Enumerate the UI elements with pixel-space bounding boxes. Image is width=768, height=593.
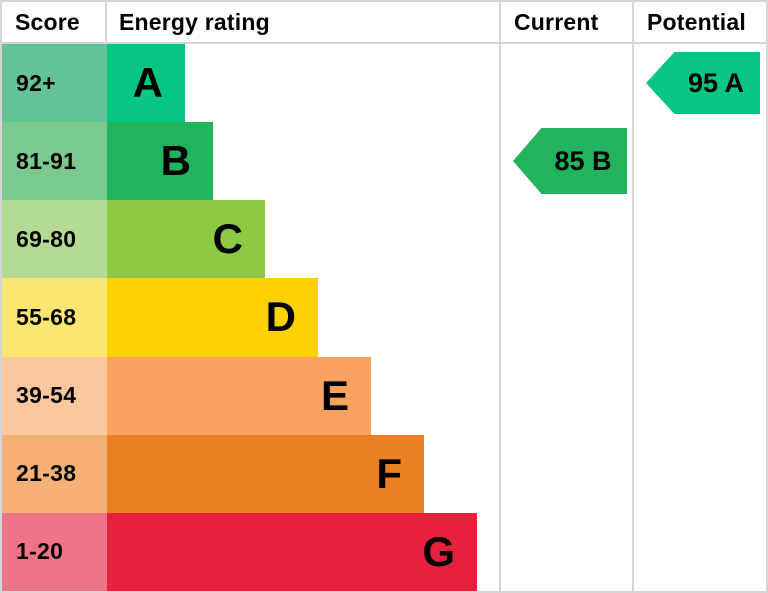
score-range-cell: 39-54 xyxy=(2,356,107,435)
potential-rating-label: 95 A xyxy=(687,67,745,98)
band-row: 69-80 C xyxy=(2,200,766,279)
score-range-label: 1-20 xyxy=(16,538,64,565)
score-range-cell: 21-38 xyxy=(2,434,107,513)
band-rows: 92+ A 81-91 B 69-80 C 55-68 D 39-54 E xyxy=(2,44,766,591)
score-range-label: 92+ xyxy=(16,69,56,96)
current-rating-label: 85 B xyxy=(554,145,612,176)
rating-bar: C xyxy=(107,200,265,279)
rating-bar: G xyxy=(107,512,477,591)
header-current: Current xyxy=(501,2,634,42)
score-range-label: 21-38 xyxy=(16,460,77,487)
band-row: 92+ A xyxy=(2,44,766,123)
rating-letter: E xyxy=(320,371,349,419)
rating-bar: F xyxy=(107,434,424,513)
band-row: 55-68 D xyxy=(2,278,766,357)
gridline-current-potential xyxy=(632,2,634,591)
rating-letter: D xyxy=(265,293,296,341)
band-row: 1-20 G xyxy=(2,512,766,591)
rating-bar: B xyxy=(107,122,213,201)
score-range-cell: 81-91 xyxy=(2,122,107,201)
score-range-label: 55-68 xyxy=(16,303,77,330)
rating-letter: C xyxy=(212,215,243,263)
score-range-cell: 69-80 xyxy=(2,200,107,279)
header-score: Score xyxy=(2,2,107,42)
rating-bar: E xyxy=(107,356,371,435)
score-range-label: 81-91 xyxy=(16,147,77,174)
band-row: 21-38 F xyxy=(2,434,766,513)
score-range-label: 39-54 xyxy=(16,382,77,409)
current-rating-arrow: 85 B xyxy=(513,128,627,194)
band-row: 39-54 E xyxy=(2,356,766,435)
band-row: 81-91 B xyxy=(2,122,766,201)
score-range-cell: 55-68 xyxy=(2,278,107,357)
header-energy-rating: Energy rating xyxy=(107,2,501,42)
rating-bar: D xyxy=(107,278,318,357)
rating-letter: B xyxy=(160,137,191,185)
score-range-cell: 1-20 xyxy=(2,512,107,591)
rating-letter: F xyxy=(376,449,402,497)
rating-bar: A xyxy=(107,44,185,123)
rating-letter: A xyxy=(132,59,163,107)
gridline-energy-current xyxy=(499,2,501,591)
score-range-label: 69-80 xyxy=(16,225,77,252)
score-range-cell: 92+ xyxy=(2,44,107,123)
header-row: Score Energy rating Current Potential xyxy=(2,2,766,44)
header-potential: Potential xyxy=(647,8,746,35)
rating-letter: G xyxy=(422,527,455,575)
